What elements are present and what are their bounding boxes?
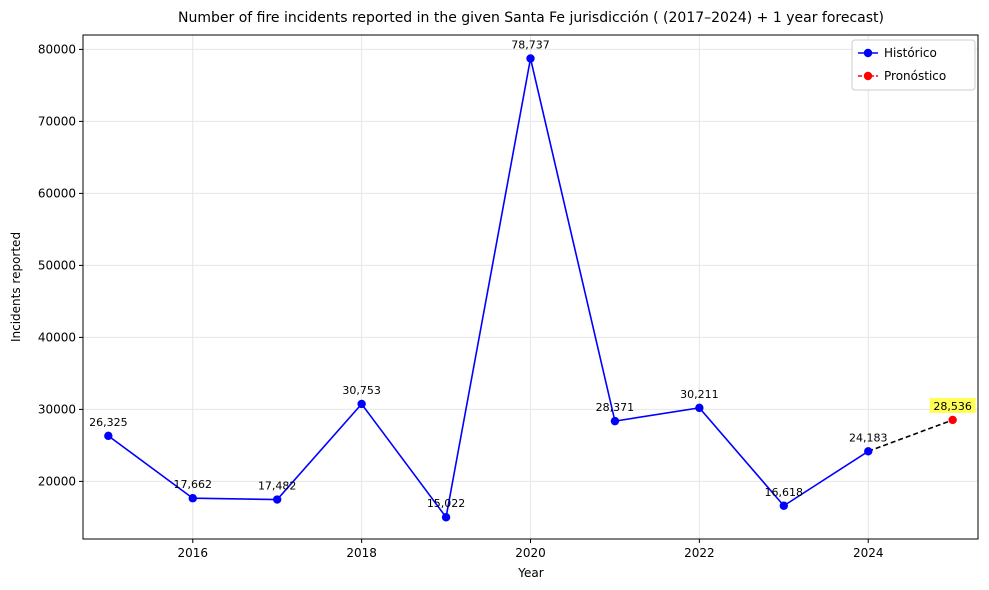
series-line-0 <box>107 58 869 520</box>
x-axis-label: Year <box>517 566 543 580</box>
data-label: 26,325 <box>89 416 128 429</box>
data-label: 78,737 <box>511 38 550 51</box>
data-point <box>188 494 197 503</box>
y-tick-label: 70000 <box>38 114 76 128</box>
legend-marker-0 <box>863 48 873 58</box>
data-label: 28,536 <box>933 400 972 413</box>
x-tick-label: 2020 <box>515 546 546 560</box>
data-label: 16,618 <box>765 486 804 499</box>
y-tick-label: 50000 <box>38 258 76 272</box>
y-axis-label: Incidents reported <box>9 232 23 342</box>
y-tick-label: 20000 <box>38 474 76 488</box>
x-tick-label: 2018 <box>346 546 377 560</box>
data-point <box>526 54 535 63</box>
y-tick-label: 60000 <box>38 186 76 200</box>
x-axis: 2016 2018 2020 2022 2024 <box>177 539 884 560</box>
y-tick-label: 30000 <box>38 402 76 416</box>
data-label: 24,183 <box>849 431 888 444</box>
forecast-label-highlight <box>929 397 976 413</box>
grid <box>83 35 978 539</box>
data-point <box>948 415 957 425</box>
data-point <box>357 399 366 409</box>
y-tick-label: 40000 <box>38 330 76 344</box>
data-point <box>441 513 451 522</box>
data-label: 28,371 <box>596 401 635 414</box>
x-tick-label: 2022 <box>684 546 715 560</box>
x-tick-label: 2024 <box>853 546 884 560</box>
data-label: 17,662 <box>174 478 213 491</box>
data-point <box>104 431 113 441</box>
legend: Histórico Pronóstico <box>851 39 976 91</box>
legend-box <box>851 39 976 91</box>
data-points <box>104 54 957 522</box>
data-point <box>272 495 282 504</box>
y-tick-label: 80000 <box>38 42 76 56</box>
legend-label-1: Pronóstico <box>884 69 946 83</box>
data-label: 15,022 <box>427 497 466 510</box>
series-lines <box>107 58 953 520</box>
legend-label-0: Histórico <box>884 46 937 60</box>
x-tick-label: 2016 <box>177 546 208 560</box>
data-point <box>610 416 620 426</box>
legend-marker-1 <box>863 71 873 81</box>
y-axis: 20000 30000 40000 50000 60000 70000 80000 <box>38 42 83 488</box>
forecast-connector-line <box>867 419 953 453</box>
data-point <box>864 447 873 456</box>
data-label: 17,482 <box>258 480 297 493</box>
chart-title: Number of fire incidents reported in the… <box>178 10 884 26</box>
data-point <box>779 501 789 510</box>
data-label: 30,211 <box>680 388 719 401</box>
data-point <box>695 403 704 413</box>
data-labels: 26,325 17,662 17,482 30,753 15,022 78,737 28,3… <box>89 38 976 510</box>
data-label: 30,753 <box>342 384 381 397</box>
